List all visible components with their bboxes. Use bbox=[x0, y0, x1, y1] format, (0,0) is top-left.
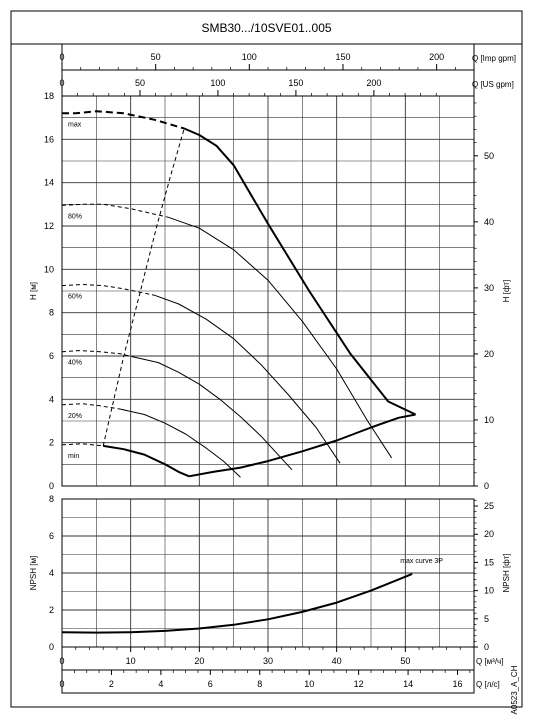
head-curve-dashed bbox=[62, 110, 185, 130]
head-curve-label: 20% bbox=[68, 413, 82, 420]
npsh-ft-tick-label: 25 bbox=[484, 501, 494, 511]
m3h-tick-label: 20 bbox=[194, 656, 204, 666]
head-ft-tick-label: 20 bbox=[484, 349, 494, 359]
head-y-tick-label: 2 bbox=[49, 438, 54, 448]
us-gpm-tick-label: 100 bbox=[210, 78, 225, 88]
chart-title: SMB30.../10SVE01..005 bbox=[201, 21, 331, 35]
head-ft-tick-label: 40 bbox=[484, 217, 494, 227]
head-curve-dashed bbox=[102, 128, 185, 447]
ls-tick-label: 14 bbox=[403, 679, 413, 689]
us-gpm-tick-label: 150 bbox=[288, 78, 303, 88]
head-curve bbox=[103, 444, 190, 478]
head-curve-dashed bbox=[61, 403, 121, 410]
npsh-ft-tick-label: 0 bbox=[484, 642, 489, 652]
m3h-tick-label: 40 bbox=[332, 656, 342, 666]
m3h-tick-label: 30 bbox=[263, 656, 273, 666]
npsh-y-tick-label: 6 bbox=[49, 531, 54, 541]
us-gpm-axis-label: Q [US gpm] bbox=[472, 80, 514, 89]
m3h-tick-label: 10 bbox=[126, 656, 136, 666]
us-gpm-tick-label: 50 bbox=[135, 78, 145, 88]
head-y-tick-label: 0 bbox=[49, 481, 54, 491]
npsh-y-tick-label: 8 bbox=[49, 494, 54, 504]
npsh-y-tick-label: 4 bbox=[49, 568, 54, 578]
ls-tick-label: 12 bbox=[354, 679, 364, 689]
ls-tick-label: 2 bbox=[109, 679, 114, 689]
head-y-tick-label: 18 bbox=[44, 91, 54, 101]
m3h-tick-label: 50 bbox=[400, 656, 410, 666]
imp-gpm-tick-label: 100 bbox=[242, 52, 257, 62]
head-curve-dashed bbox=[61, 443, 104, 447]
outer-frame bbox=[10, 10, 523, 708]
npsh-y-axis-label: NPSH [м] bbox=[29, 556, 38, 590]
head-curve bbox=[154, 294, 341, 464]
figure-code: A0523_A_CH bbox=[510, 665, 519, 714]
imp-gpm-tick-label: 200 bbox=[429, 52, 444, 62]
ls-axis-label: Q [л/с] bbox=[476, 680, 500, 689]
head-curve bbox=[183, 127, 417, 416]
head-ft-tick-label: 10 bbox=[484, 415, 494, 425]
head-curve-label: 60% bbox=[68, 294, 82, 301]
m3h-axis-label: Q [м³/ч] bbox=[476, 657, 503, 666]
ls-tick-label: 8 bbox=[257, 679, 262, 689]
head-plot-frame bbox=[61, 95, 475, 487]
head-y-tick-label: 12 bbox=[44, 221, 54, 231]
head-ft-tick-label: 30 bbox=[484, 283, 494, 293]
head-curve-label: max bbox=[68, 121, 82, 128]
ls-tick-label: 4 bbox=[158, 679, 163, 689]
imp-gpm-tick-label: 50 bbox=[151, 52, 161, 62]
head-curve-label: min bbox=[68, 453, 79, 460]
npsh-ft-tick-label: 10 bbox=[484, 586, 494, 596]
head-curve bbox=[120, 408, 241, 478]
npsh-ft-tick-label: 15 bbox=[484, 557, 494, 567]
npsh-curve-label: max curve 3P bbox=[400, 558, 443, 565]
head-y-tick-label: 8 bbox=[49, 308, 54, 318]
head-curve bbox=[188, 413, 416, 478]
head-y-tick-label: 10 bbox=[44, 264, 54, 274]
head-y-tick-label: 4 bbox=[49, 394, 54, 404]
head-y-tick-label: 6 bbox=[49, 351, 54, 361]
imp-gpm-tick-label: 150 bbox=[335, 52, 350, 62]
head-curve-dashed bbox=[61, 350, 135, 358]
head-curve-label: 80% bbox=[68, 213, 82, 220]
head-ft-tick-label: 0 bbox=[484, 481, 489, 491]
npsh-ft-tick-label: 5 bbox=[484, 614, 489, 624]
us-gpm-tick-label: 200 bbox=[366, 78, 381, 88]
head-panel: 0 50 100 150 200 Q [Imp gpm]0 50 100 150 200 Q [US… bbox=[29, 43, 516, 491]
imp-gpm-axis-label: Q [Imp gpm] bbox=[472, 54, 516, 63]
imp-gpm-tick-label: 0 bbox=[59, 52, 64, 62]
head-ft-tick-label: 50 bbox=[484, 151, 494, 161]
ls-tick-label: 0 bbox=[59, 679, 64, 689]
m3h-tick-label: 0 bbox=[59, 656, 64, 666]
npsh-y-tick-label: 0 bbox=[49, 642, 54, 652]
ls-tick-label: 6 bbox=[208, 679, 213, 689]
npsh-curve bbox=[61, 572, 413, 634]
head-curve-label: 40% bbox=[68, 360, 82, 367]
head-y-tick-label: 14 bbox=[44, 178, 54, 188]
us-gpm-tick-label: 0 bbox=[59, 78, 64, 88]
ls-tick-label: 10 bbox=[304, 679, 314, 689]
head-curve-dashed bbox=[61, 283, 155, 296]
head-y-tick-label: 16 bbox=[44, 134, 54, 144]
ls-tick-label: 16 bbox=[453, 679, 463, 689]
head-y-right-axis-label: H [фт] bbox=[502, 280, 511, 303]
npsh-y-right-axis-label: NPSH [фт] bbox=[502, 554, 511, 593]
head-y-axis-label: H [м] bbox=[29, 282, 38, 300]
head-curve bbox=[133, 356, 293, 471]
head-curve bbox=[168, 216, 393, 459]
npsh-ft-tick-label: 20 bbox=[484, 529, 494, 539]
npsh-y-tick-label: 2 bbox=[49, 605, 54, 615]
